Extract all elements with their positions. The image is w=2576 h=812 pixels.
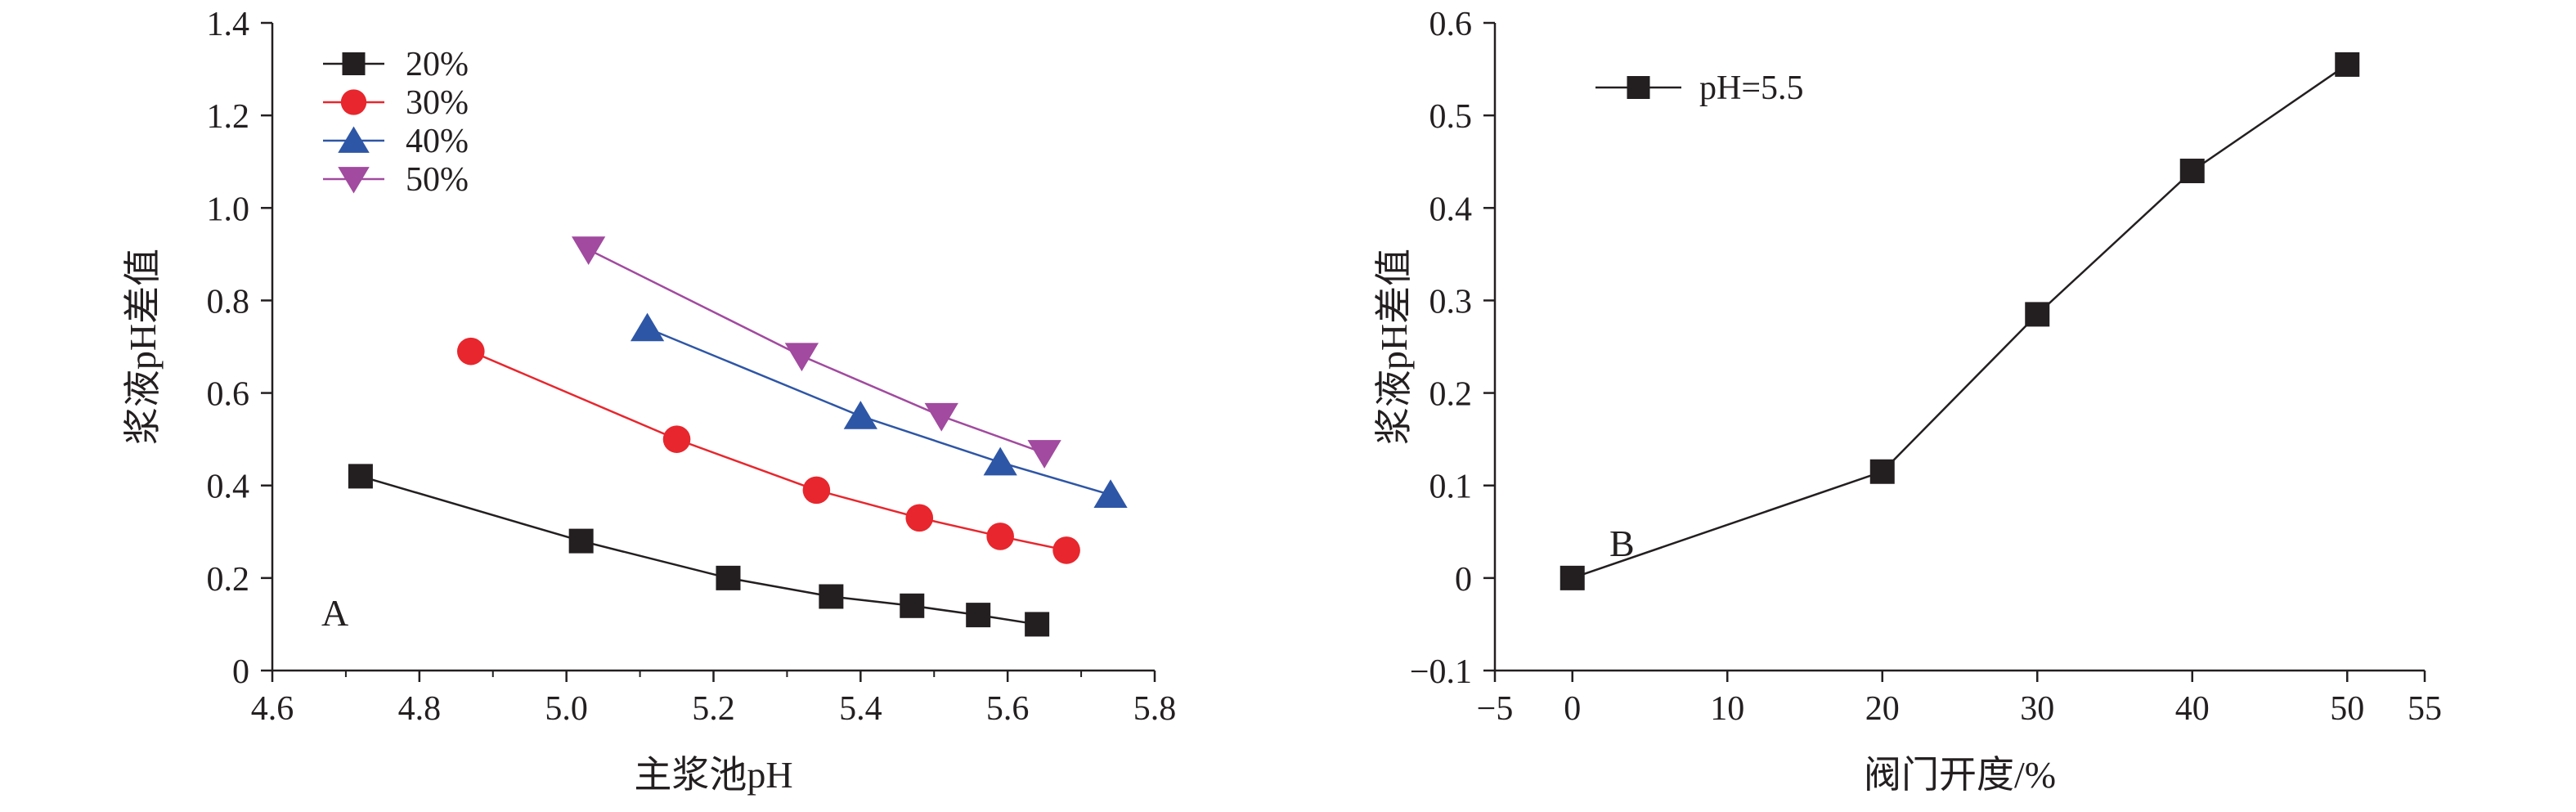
data-point [2179, 159, 2205, 184]
series-0 [1560, 52, 2360, 590]
legend-marker [340, 89, 367, 115]
series-line [647, 327, 1111, 496]
series-line [470, 350, 1067, 552]
data-point [1560, 565, 1585, 590]
x-axis-label: 阀门开度/% [1864, 754, 2056, 796]
y-tick-label: 0.2 [1429, 376, 1473, 414]
data-point [1052, 536, 1080, 564]
legend-label: pH=5.5 [1699, 70, 1804, 107]
data-point [348, 464, 373, 489]
y-tick-label: 0.2 [207, 561, 250, 599]
y-tick-label: 0.1 [1429, 469, 1473, 506]
legend-label: 20% [406, 46, 469, 83]
legend-label: 50% [406, 161, 469, 199]
legend-marker [338, 167, 370, 194]
data-point [986, 523, 1014, 550]
data-point [784, 343, 819, 372]
series-2 [630, 312, 1128, 508]
x-tick-label: 4.6 [251, 690, 294, 728]
x-tick-label: 50 [2330, 690, 2364, 728]
legend-marker [342, 52, 366, 75]
y-tick-label: 0.5 [1429, 98, 1473, 136]
y-tick-label: 1.4 [207, 6, 250, 43]
data-point [966, 603, 991, 628]
y-tick-label: 0.4 [207, 469, 250, 506]
data-point [1025, 612, 1050, 637]
data-point [983, 446, 1017, 476]
x-tick-label: −5 [1477, 690, 1514, 728]
y-tick-label: 0.3 [1429, 283, 1473, 321]
series-line [1572, 63, 2348, 580]
y-tick-label: 0.6 [207, 376, 250, 414]
data-point [456, 337, 485, 366]
data-point [716, 565, 741, 590]
data-point [802, 476, 831, 505]
y-tick-label: 1.0 [207, 191, 250, 228]
legend-marker [338, 126, 370, 153]
legend-label: 40% [406, 123, 469, 160]
x-tick-label: 5.0 [545, 690, 588, 728]
series-3 [572, 236, 1061, 469]
x-tick-label: 10 [1710, 690, 1744, 728]
y-axis-label: 浆液pH差值 [1373, 249, 1415, 445]
x-tick-label: 5.2 [692, 690, 735, 728]
x-tick-label: 40 [2175, 690, 2210, 728]
data-point [843, 401, 877, 429]
data-point [1027, 440, 1061, 469]
series-line [360, 475, 1038, 626]
y-tick-label: 0.4 [1429, 191, 1473, 228]
x-tick-label: 0 [1564, 690, 1581, 728]
data-point [900, 593, 925, 618]
y-tick-label: −0.1 [1410, 653, 1472, 691]
x-tick-label: 55 [2408, 690, 2442, 728]
data-point [905, 504, 934, 532]
x-tick-label: 5.8 [1133, 690, 1177, 728]
data-point [819, 584, 844, 609]
x-tick-label: 30 [2020, 690, 2054, 728]
series-0 [348, 464, 1050, 637]
y-tick-label: 0 [1455, 561, 1472, 599]
data-point [2025, 302, 2050, 327]
legend-label: 30% [406, 84, 469, 122]
data-point [572, 236, 606, 265]
data-point [662, 425, 691, 453]
panel-b: −5 0 10 20 30 40 50 55 −0.1 0 0.1 0.2 0.3 0.4 0.5 0.6 阀门… [1373, 6, 2442, 796]
y-tick-label: 0.8 [207, 283, 250, 321]
series-1 [456, 337, 1080, 564]
legend: pH=5.5 [1595, 70, 1804, 107]
data-point [1093, 479, 1128, 508]
x-axis-label: 主浆池pH [634, 754, 792, 796]
panel-a: 4.6 4.8 5.0 5.2 5.4 5.6 5.8 0 0.2 0.4 0.6 0.8 1.0 1.2… [122, 6, 1176, 796]
x-tick-label: 4.8 [398, 690, 442, 728]
x-tick-label: 20 [1865, 690, 1900, 728]
axis-lines [1493, 23, 2425, 672]
x-tick-label: 5.6 [986, 690, 1030, 728]
legend: 20%30%40%50% [323, 46, 469, 199]
y-tick-label: 1.2 [207, 98, 250, 136]
x-tick-label: 5.4 [839, 690, 882, 728]
y-axis-label: 浆液pH差值 [122, 249, 164, 445]
y-tick-label: 0 [232, 653, 249, 691]
panel-letter: A [321, 592, 348, 634]
data-point [568, 528, 594, 554]
data-point [630, 312, 665, 342]
legend-marker [1627, 76, 1650, 99]
data-point [2335, 52, 2360, 77]
y-tick-label: 0.6 [1429, 6, 1473, 43]
data-point [924, 402, 958, 432]
series-line [588, 249, 1045, 455]
data-point [1869, 459, 1895, 484]
